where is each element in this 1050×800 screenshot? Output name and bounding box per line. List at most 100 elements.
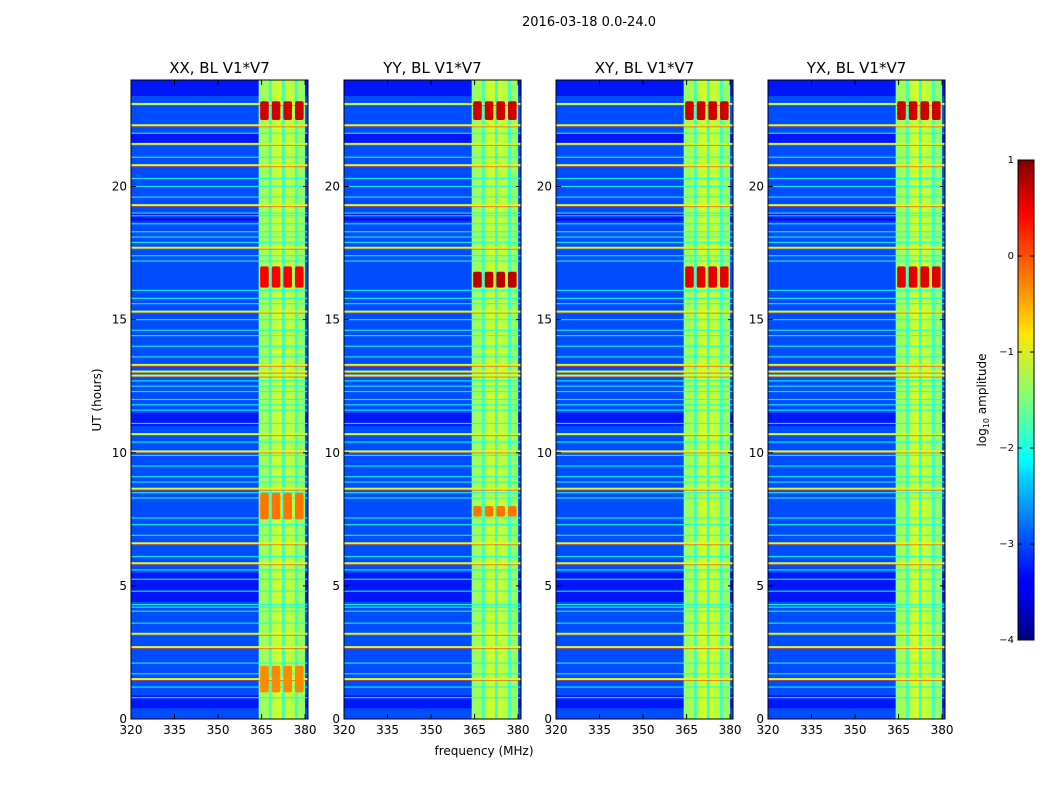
rfi-burst [507,506,517,517]
rfi-burst [484,506,494,517]
rfi-line-bright [131,542,308,545]
rfi-line-bright [344,102,521,105]
rfi-line-bright [556,562,733,565]
rfi-line-bright [344,164,521,167]
rfi-line-faint [768,255,945,257]
rfi-line-edge [768,634,945,636]
rfi-line-bright [556,646,733,649]
y-tick-label: 15 [537,313,552,327]
rfi-line-faint [131,390,308,393]
rfi-line-bright [768,310,945,313]
rfi-line-faint [556,622,733,624]
rfi-line-faint [768,555,945,558]
rfi-line-edge [131,206,308,208]
rfi-line-faint [768,524,945,526]
x-tick-label: 320 [757,723,780,737]
rfi-line-faint [131,534,308,536]
rfi-burst [283,665,292,693]
rfi-line-faint [768,132,945,134]
rfi-line-faint [344,697,521,699]
y-tick-label: 20 [325,180,340,194]
rfi-burst [507,101,517,120]
rfi-line-faint [131,686,308,688]
y-tick-label: 10 [749,446,764,460]
rfi-line-faint [556,686,733,688]
y-tick-label: 5 [756,579,764,593]
rfi-line-faint [556,156,733,158]
rfi-burst [931,101,941,120]
panel-title: YX, BL V1*V7 [806,59,907,77]
rfi-burst [260,492,269,520]
rfi-line-faint [344,390,521,393]
rfi-line-faint [556,398,733,401]
rfi-line-edge [556,648,733,650]
rfi-line-bright [344,310,521,313]
rfi-line-edge [768,166,945,168]
y-tick-label: 20 [749,180,764,194]
rfi-line-bright [556,487,733,490]
panel-frame [767,79,946,720]
rfi-line-faint [131,385,308,387]
rfi-line-faint [768,454,945,457]
rfi-line-edge [556,372,733,374]
rfi-line-faint [131,303,308,305]
colorbar-label: log10 amplitude [975,354,991,447]
rfi-line-faint [556,603,733,606]
rfi-line-bright [768,646,945,649]
rfi-line-faint [131,610,308,612]
rfi-line-faint [344,398,521,401]
rfi-line-faint [768,622,945,624]
rfi-line-faint [768,517,945,519]
panel-frame [343,79,522,720]
colorbar: 10−1−2−3−4 log10 amplitude [975,155,1035,646]
x-tick-label: 365 [463,723,486,737]
rfi-line-edge [131,126,308,128]
rfi-line-edge [131,489,308,491]
rfi-line-faint [131,697,308,699]
rfi-line-faint [344,603,521,606]
rfi-line-bright [768,370,945,373]
rfi-line-bright [131,124,308,127]
rfi-line-edge [344,365,521,367]
rfi-line-faint [556,409,733,411]
rfi-line-faint [768,156,945,158]
rfi-line-faint [768,662,945,664]
rfi-line-bright [556,102,733,105]
rfi-line-faint [344,662,521,664]
rfi-line-faint [556,481,733,483]
rfi-line-faint [344,590,521,592]
x-tick-label: 380 [931,723,954,737]
x-tick-label: 350 [632,723,655,737]
rfi-line-faint [768,441,945,443]
rfi-line-edge [344,489,521,491]
y-tick-label: 5 [332,579,340,593]
rfi-line-faint [344,196,521,198]
rfi-line-edge [344,435,521,437]
rfi-line-edge [768,126,945,128]
rfi-line-edge [344,648,521,650]
rfi-line-faint [344,255,521,257]
rfi-line-faint [131,476,308,478]
rfi-line-faint [344,610,521,612]
rfi-line-faint [768,603,945,606]
x-tick-label: 320 [545,723,568,737]
rfi-line-bright [131,632,308,635]
rfi-line-bright [556,246,733,249]
rfi-line-faint [556,236,733,238]
x-tick-label: 365 [250,723,273,737]
rfi-line-edge [344,372,521,374]
rfi-line-faint [131,223,308,225]
rfi-line-faint [768,686,945,688]
rfi-burst [260,266,269,288]
rfi-line-faint [556,578,733,580]
rfi-line-edge [556,206,733,208]
x-tick-label: 320 [333,723,356,737]
rfi-line-bright [768,363,945,366]
rfi-line-faint [768,215,945,217]
rfi-burst [271,101,281,120]
rfi-line-edge [556,365,733,367]
rfi-burst [719,266,729,288]
rfi-line-bright [556,450,733,453]
rfi-line-faint [344,492,521,494]
rfi-line-faint [556,319,733,321]
